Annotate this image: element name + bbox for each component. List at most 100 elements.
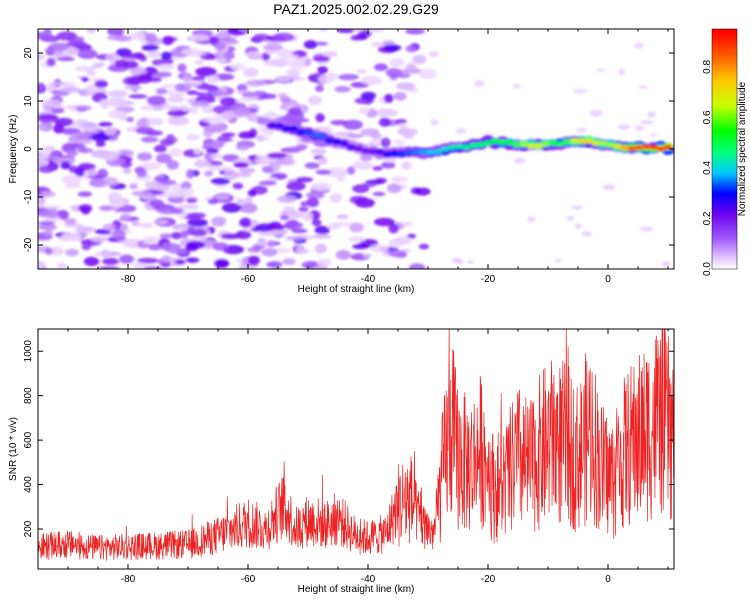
noise-blob: [153, 71, 173, 78]
noise-blob: [284, 220, 298, 230]
ridge-mark: [454, 144, 464, 150]
noise-blob: [278, 93, 288, 98]
colorbar-swatch: [712, 223, 737, 226]
noise-blob: [571, 205, 583, 210]
noise-blob: [38, 159, 50, 165]
colorbar-tick-label: 0.2: [702, 211, 713, 225]
colorbar-swatch: [712, 155, 737, 158]
colorbar-swatch: [712, 147, 737, 150]
ridge-mark: [361, 148, 370, 154]
noise-blob: [451, 257, 462, 263]
colorbar-swatch: [712, 117, 737, 120]
colorbar-swatch: [712, 41, 737, 44]
noise-blob: [68, 135, 80, 142]
colorbar-swatch: [712, 229, 737, 232]
noise-blob: [393, 92, 407, 101]
x-tick-label: -80: [121, 274, 136, 285]
ridge-mark: [642, 144, 651, 150]
noise-blob: [219, 96, 237, 107]
noise-blob: [232, 182, 244, 190]
noise-blob: [317, 66, 329, 75]
noise-blob: [61, 232, 82, 242]
noise-blob: [233, 162, 249, 168]
noise-blob: [640, 120, 654, 125]
noise-blob: [370, 244, 389, 253]
noise-blob: [98, 122, 113, 127]
ridge-mark: [526, 143, 536, 149]
noise-blob: [145, 33, 157, 43]
colorbar-swatch: [712, 97, 737, 100]
noise-blob: [182, 82, 195, 88]
colorbar-swatch: [712, 127, 737, 130]
noise-blob: [378, 117, 391, 127]
noise-blob: [110, 197, 126, 208]
noise-blob: [221, 110, 235, 121]
noise-blob: [573, 89, 587, 94]
colorbar-swatch: [712, 217, 737, 220]
noise-blob: [90, 236, 108, 243]
noise-blob: [315, 169, 332, 175]
colorbar-swatch: [712, 245, 737, 248]
noise-blob: [366, 29, 385, 33]
noise-blob: [38, 154, 50, 160]
noise-blob: [259, 93, 277, 100]
noise-blob: [107, 29, 124, 36]
noise-blob: [206, 75, 220, 84]
noise-blob: [78, 204, 93, 213]
x-tick-label: 0: [605, 574, 611, 585]
noise-blob: [136, 169, 148, 178]
noise-blob: [64, 183, 81, 189]
noise-blob: [235, 198, 245, 205]
colorbar-swatch: [712, 79, 737, 82]
colorbar-swatch: [712, 51, 737, 54]
noise-blob: [261, 248, 278, 257]
noise-blob: [190, 100, 210, 108]
ridge-mark: [303, 129, 313, 135]
noise-blob: [350, 35, 362, 41]
noise-blob: [272, 32, 295, 42]
noise-blob: [346, 133, 364, 139]
noise-blob: [358, 107, 371, 115]
noise-blob: [95, 141, 106, 147]
noise-blob: [210, 153, 223, 159]
ridge-mark: [267, 122, 277, 128]
ridge-mark: [476, 142, 486, 147]
colorbar-swatch: [712, 227, 737, 230]
noise-blob: [405, 29, 425, 35]
noise-blob: [417, 68, 437, 79]
noise-blob: [221, 165, 234, 172]
noise-blob: [352, 243, 369, 250]
noise-blob: [360, 183, 376, 188]
noise-blob: [291, 228, 308, 234]
y-tick-label: 10: [23, 95, 34, 107]
colorbar-swatch: [712, 161, 737, 164]
noise-blob: [180, 230, 189, 239]
noise-blob: [353, 29, 364, 32]
noise-blob: [246, 112, 259, 122]
noise-blob: [66, 149, 78, 157]
noise-blob: [212, 242, 229, 251]
noise-blob: [282, 258, 296, 266]
noise-blob: [38, 52, 45, 61]
noise-blob: [48, 246, 65, 256]
colorbar-tick-label: 0.0: [702, 262, 713, 276]
x-tick-label: -80: [121, 574, 136, 585]
noise-blob: [186, 169, 195, 179]
noise-blob: [77, 191, 92, 198]
noise-blob: [402, 133, 414, 140]
noise-blob: [287, 74, 300, 81]
noise-blob: [167, 109, 186, 117]
noise-blob: [589, 109, 603, 117]
noise-blob: [650, 133, 657, 137]
colorbar-label: Normalized spectral amplitude: [737, 81, 748, 216]
noise-blob: [97, 168, 108, 179]
noise-blob: [99, 99, 110, 108]
colorbar-swatch: [712, 185, 737, 188]
noise-blob: [266, 261, 283, 268]
colorbar-swatch: [712, 181, 737, 184]
colorbar-swatch: [712, 31, 737, 34]
noise-blob: [527, 216, 536, 223]
noise-blob: [285, 236, 306, 241]
colorbar-swatch: [712, 131, 737, 134]
noise-blob: [46, 57, 56, 67]
